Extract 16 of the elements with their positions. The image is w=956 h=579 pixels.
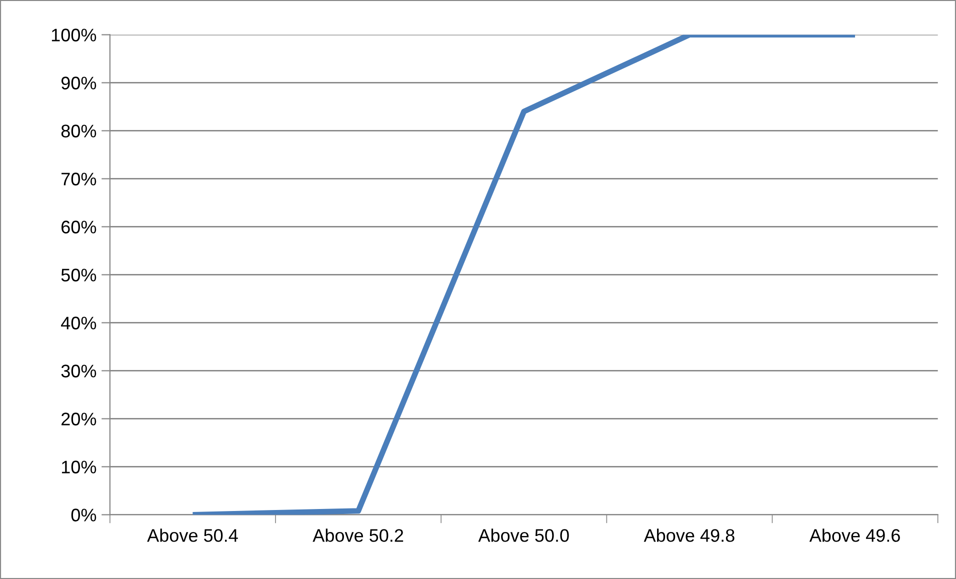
y-tick-label: 50% bbox=[61, 268, 96, 282]
x-tick-label: Above 50.0 bbox=[478, 528, 569, 542]
y-tick-label: 0% bbox=[71, 508, 96, 522]
y-tick-label: 40% bbox=[61, 316, 96, 330]
x-tick-label: Above 50.2 bbox=[312, 528, 404, 542]
y-tick-label: 90% bbox=[61, 76, 96, 90]
y-tick-label: 80% bbox=[61, 124, 96, 138]
y-tick-label: 70% bbox=[62, 172, 96, 186]
y-tick-label: 10% bbox=[62, 460, 96, 474]
x-tick-label: Above 49.8 bbox=[644, 528, 734, 542]
y-tick-label: 100% bbox=[52, 28, 96, 42]
y-tick-label: 30% bbox=[61, 364, 96, 378]
y-tick-label: 60% bbox=[62, 220, 96, 234]
x-tick-label: Above 50.4 bbox=[147, 528, 238, 542]
x-tick-label: Above 49.6 bbox=[809, 528, 900, 542]
y-tick-label: 20% bbox=[62, 412, 96, 426]
